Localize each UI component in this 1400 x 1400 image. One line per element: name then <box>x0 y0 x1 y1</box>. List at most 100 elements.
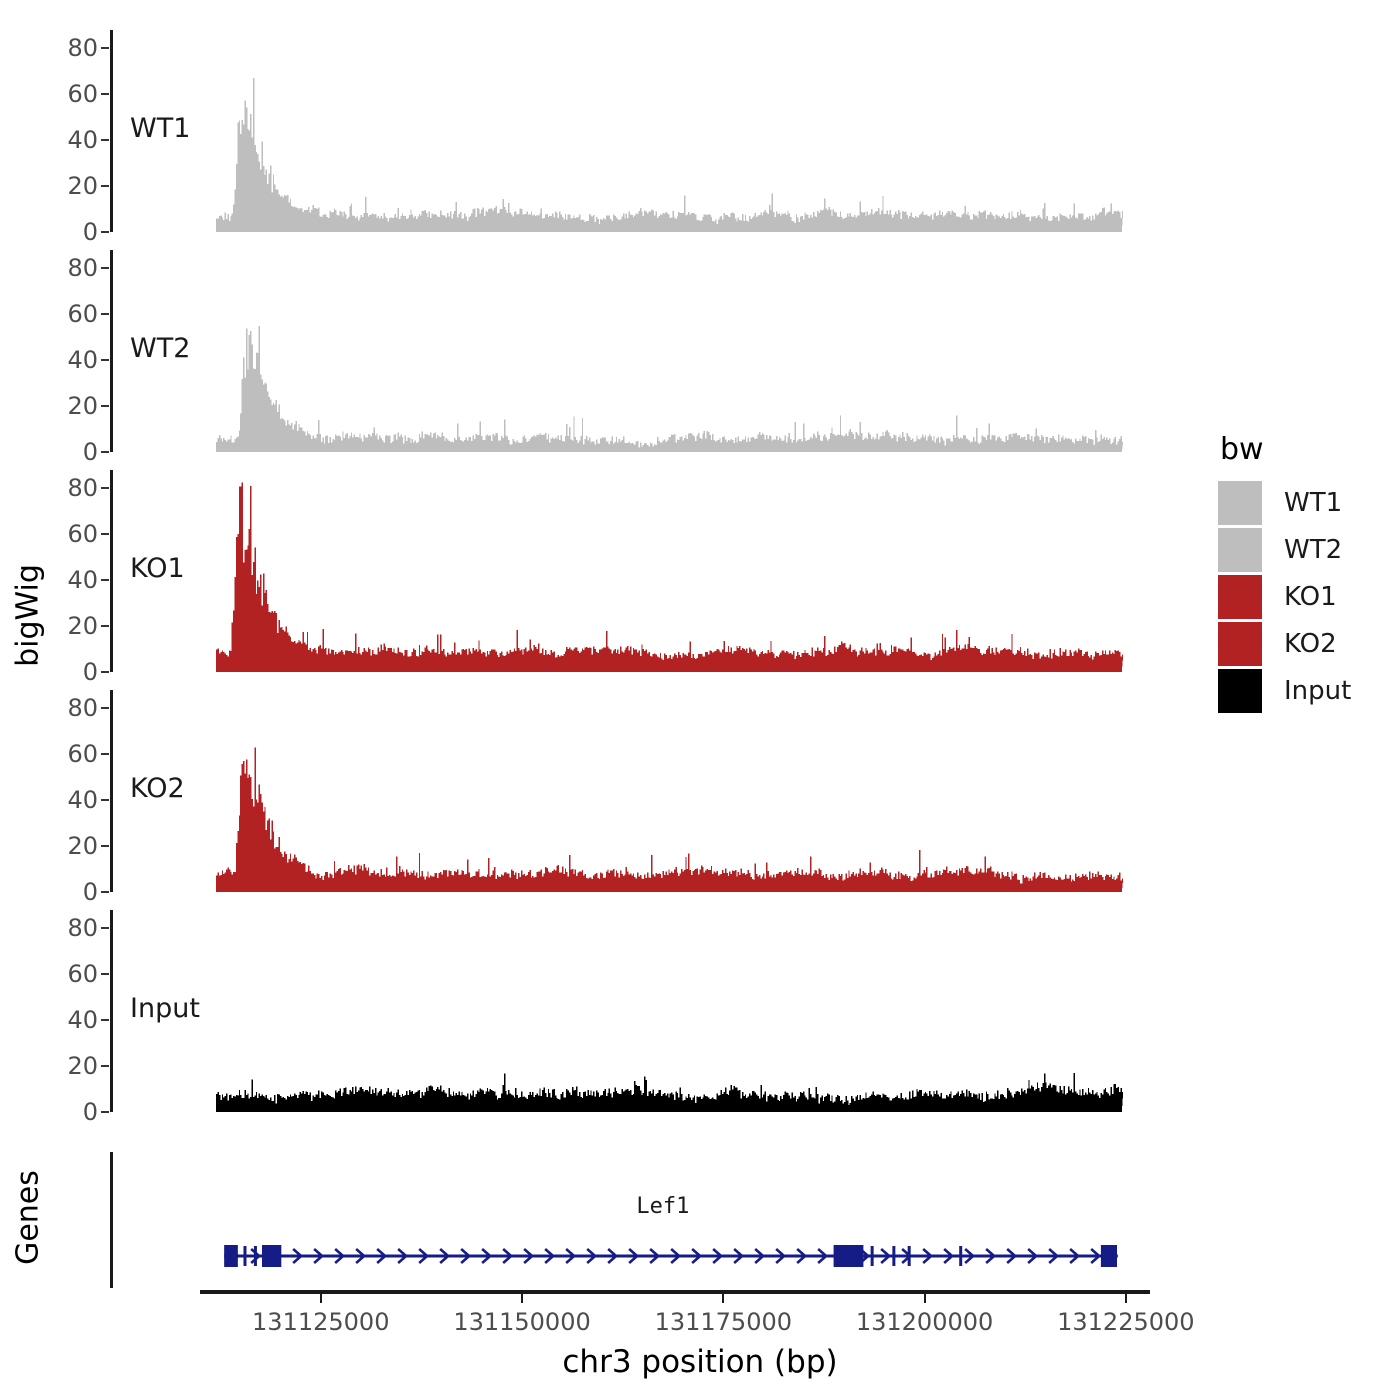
y-tick-label: 80 <box>67 694 98 723</box>
legend-item-ko2[interactable]: KO2 <box>1218 620 1351 667</box>
track-panel-input: 0 20 40 60 80 Input <box>0 910 1200 1124</box>
y-tick-label: 60 <box>67 960 98 989</box>
y-tick-mark <box>101 973 109 976</box>
y-tick-label: 60 <box>67 740 98 769</box>
y-tick-mark <box>101 487 109 490</box>
y-tick-label: 60 <box>67 80 98 109</box>
y-tick-mark <box>101 185 109 188</box>
y-tick-mark <box>101 1111 109 1113</box>
legend-label: KO2 <box>1284 628 1337 659</box>
y-tick-label: 40 <box>67 346 98 375</box>
y-tick-label: 40 <box>67 786 98 815</box>
track-panel-ko1: 0 20 40 60 80 KO1 <box>0 470 1200 684</box>
x-tick-label: 131200000 <box>855 1308 994 1336</box>
legend-swatch-icon <box>1218 621 1262 666</box>
legend-item-ko1[interactable]: KO1 <box>1218 573 1351 620</box>
y-tick-label: 20 <box>67 1052 98 1081</box>
track-panel-wt2: 0 20 40 60 80 WT2 <box>0 250 1200 464</box>
y-tick-mark <box>101 625 109 628</box>
y-tick-label: 60 <box>67 300 98 329</box>
y-tick-mark <box>101 753 109 756</box>
x-tick-mark <box>521 1294 524 1303</box>
y-axis-line <box>110 690 113 892</box>
y-tick-label: 20 <box>67 832 98 861</box>
track-label-wt1: WT1 <box>130 113 191 144</box>
legend-item-wt1[interactable]: WT1 <box>1218 479 1351 526</box>
y-tick-mark <box>101 1065 109 1068</box>
y-tick-label: 40 <box>67 566 98 595</box>
y-tick-label: 0 <box>82 438 98 466</box>
y-tick-mark <box>101 799 109 802</box>
x-axis-title: chr3 position (bp) <box>562 1344 838 1380</box>
y-axis-line <box>110 250 113 452</box>
legend-label: Input <box>1284 675 1352 706</box>
y-tick-mark <box>101 451 109 453</box>
track-panel-wt1: 0 20 40 60 80 WT1 <box>0 30 1200 244</box>
y-tick-label: 20 <box>67 612 98 641</box>
x-tick-label: 131150000 <box>453 1308 591 1336</box>
y-tick-mark <box>101 47 109 50</box>
y-tick-label: 0 <box>82 658 98 686</box>
y-tick-mark <box>101 313 109 316</box>
gene-name-label: Lef1 <box>636 1194 690 1219</box>
track-label-input: Input <box>130 993 200 1024</box>
y-tick-label: 80 <box>67 34 98 63</box>
y-tick-label: 80 <box>67 914 98 943</box>
y-axis-line <box>110 470 113 672</box>
y-tick-mark <box>101 405 109 408</box>
x-tick-mark <box>722 1294 725 1303</box>
legend-title: bw <box>1220 432 1264 467</box>
y-tick-mark <box>101 231 109 233</box>
legend-label: WT1 <box>1284 487 1343 518</box>
y-tick-mark <box>101 891 109 893</box>
x-axis-line <box>200 1290 1150 1294</box>
y-tick-mark <box>101 267 109 270</box>
track-panel-ko2: 0 20 40 60 80 KO2 <box>0 690 1200 904</box>
legend-swatch-icon <box>1218 668 1262 713</box>
legend: bw WT1 WT2 KO1 KO2 Input <box>1218 432 1351 714</box>
legend-swatch-icon <box>1218 574 1262 619</box>
signal-area-ko1 <box>200 470 1150 672</box>
signal-area-input <box>200 910 1150 1112</box>
signal-area-ko2 <box>200 690 1150 892</box>
y-tick-label: 40 <box>67 1006 98 1035</box>
legend-label: KO1 <box>1284 581 1337 612</box>
y-tick-mark <box>101 1019 109 1022</box>
legend-swatch-icon <box>1218 480 1262 525</box>
legend-swatch-icon <box>1218 527 1262 572</box>
x-tick-label: 131175000 <box>654 1308 793 1336</box>
signal-area-wt1 <box>200 30 1150 232</box>
y-tick-label: 20 <box>67 172 98 201</box>
x-tick-mark <box>1124 1294 1127 1303</box>
y-tick-mark <box>101 671 109 673</box>
y-tick-label: 40 <box>67 126 98 155</box>
track-label-ko2: KO2 <box>130 773 185 804</box>
y-tick-mark <box>101 707 109 710</box>
gene-track-panel: Lef1 <box>0 1152 1200 1288</box>
legend-item-input[interactable]: Input <box>1218 667 1351 714</box>
signal-area-wt2 <box>200 250 1150 452</box>
x-tick-label: 131125000 <box>252 1308 390 1336</box>
x-tick-mark <box>923 1294 926 1303</box>
legend-item-wt2[interactable]: WT2 <box>1218 526 1351 573</box>
y-tick-label: 80 <box>67 254 98 283</box>
legend-items: WT1 WT2 KO1 KO2 Input <box>1218 479 1351 714</box>
y-tick-label: 0 <box>82 218 98 246</box>
y-tick-label: 80 <box>67 474 98 503</box>
y-tick-mark <box>101 579 109 582</box>
track-label-wt2: WT2 <box>130 333 191 364</box>
y-tick-label: 0 <box>82 878 98 906</box>
gene-model-graphic <box>224 1245 1118 1267</box>
y-tick-mark <box>101 93 109 96</box>
x-tick-label: 131225000 <box>1057 1308 1195 1336</box>
legend-label: WT2 <box>1284 534 1343 565</box>
y-tick-label: 20 <box>67 392 98 421</box>
y-tick-mark <box>101 533 109 536</box>
y-tick-mark <box>101 927 109 930</box>
y-tick-mark <box>101 359 109 362</box>
x-tick-mark <box>319 1294 322 1303</box>
y-axis-line <box>110 30 113 232</box>
y-tick-mark <box>101 845 109 848</box>
y-tick-mark <box>101 139 109 142</box>
